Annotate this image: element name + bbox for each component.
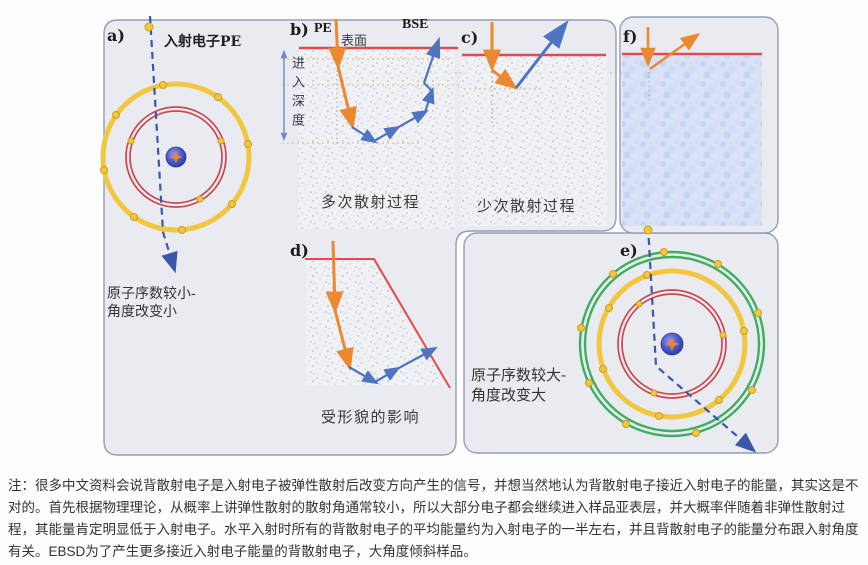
bse-label: BSE <box>402 17 429 32</box>
scatter-segment <box>396 109 429 129</box>
incident-electron-label: 入射电子PE <box>164 34 242 50</box>
panel-b-diagram <box>280 18 646 229</box>
bse-exit-arrow <box>396 346 438 370</box>
panel-d-diagram <box>305 240 451 389</box>
scatter-segment <box>374 366 401 383</box>
nucleus-star-icon <box>169 150 183 164</box>
bse-exit-arrow <box>514 20 569 89</box>
electron-shell-middle <box>596 268 748 420</box>
electrons <box>577 248 762 437</box>
panel-d-caption: 受形貌的影响 <box>321 408 421 426</box>
panel-e-background <box>463 232 779 454</box>
sloped-surface-line <box>305 258 451 389</box>
nucleus-star-icon <box>664 336 680 352</box>
electron-shell-inner <box>621 293 723 395</box>
scatter-segment <box>348 366 379 385</box>
incident-electron-dot <box>643 225 653 235</box>
panel-d-label: d) <box>290 241 309 260</box>
backscatter-arrow <box>649 32 701 71</box>
bse-exit-arrow <box>422 36 441 84</box>
incident-electron-dot <box>144 22 154 32</box>
scatter-segment <box>421 86 435 113</box>
electrons <box>100 81 252 234</box>
panel-f-label: f) <box>623 27 638 46</box>
electron-shell-inner <box>125 106 227 208</box>
note-line: 程，其能量肯定明显低于入射电子。水平入射时所有的背散射电子的平均能量约为入射电子… <box>8 522 859 537</box>
panel-e-caption-line2: 角度改变大 <box>471 386 547 404</box>
scatter-segment <box>373 125 401 142</box>
surface-label: 表面 <box>341 34 368 49</box>
panel-e-label: e) <box>620 241 638 260</box>
primary-electron-arrow <box>333 309 354 371</box>
panel-e-atom <box>577 225 766 453</box>
electron-trajectory-dashed <box>148 15 178 274</box>
panel-c-diagram <box>461 20 607 226</box>
scatter-segment <box>351 126 378 144</box>
panel-e-caption-line1: 原子序数较大- <box>471 366 567 384</box>
panel-c-label: c) <box>461 28 479 47</box>
panel-c-caption: 少次散射过程 <box>477 197 577 215</box>
note-line: 对的。首先根据物理理论，从概率上讲弹性散射的散射角通常较小，所以大部分电子都会继… <box>8 500 845 515</box>
note-line: 注：很多中文资料会说背散射电子是入射电子被弹性散射后改变方向产生的信号，并想当然… <box>8 478 859 493</box>
panel-a-atom <box>100 15 252 274</box>
scatter-segment <box>423 82 433 92</box>
panel-a-caption-line2: 角度改变小 <box>107 304 177 320</box>
electron-shell-inner <box>129 110 223 204</box>
primary-electron-arrow <box>325 240 344 314</box>
depth-axis-label: 进入深度 <box>289 56 304 132</box>
electron-shell-inner <box>617 289 727 399</box>
electron-shell-outer <box>100 81 252 233</box>
primary-electron-arrow <box>328 18 347 70</box>
panel-b-caption: 多次散射过程 <box>321 193 421 211</box>
primary-electron-arrow <box>336 65 357 130</box>
primary-electron-arrow <box>491 68 518 90</box>
panel-b-label: b) <box>290 20 309 39</box>
panel-a-label: a) <box>107 26 125 45</box>
pe-label: PE <box>314 21 332 36</box>
note-line: 有关。EBSD为了产生更多接近入射电子能量的背散射电子，大角度倾斜样品。 <box>8 544 477 559</box>
electron-shell-outer <box>578 250 766 438</box>
electron-shell-outer <box>583 255 761 433</box>
panel-f-diagram <box>622 27 762 226</box>
note-paragraph: 注：很多中文资料会说背散射电子是入射电子被弹性散射后改变方向产生的信号，并想当然… <box>8 475 864 563</box>
panel-a-caption-line1: 原子序数较小- <box>107 286 196 302</box>
